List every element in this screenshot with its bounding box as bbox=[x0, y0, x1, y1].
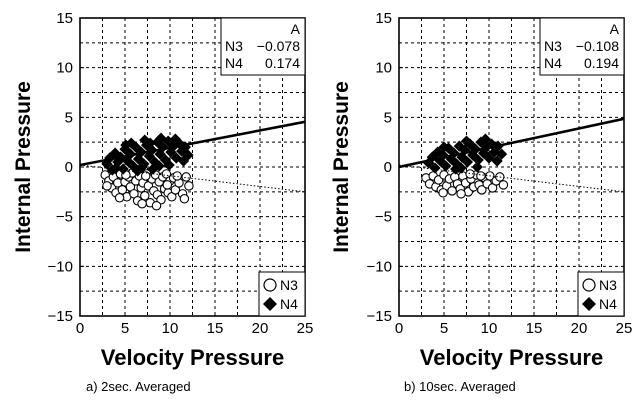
n3-point bbox=[162, 180, 173, 190]
n4-fit-line bbox=[80, 120, 305, 167]
annotation-series-name: N3 bbox=[225, 38, 243, 54]
x-tick-label: 5 bbox=[440, 320, 448, 337]
legend-n3-label: N3 bbox=[599, 277, 617, 293]
n4-point bbox=[110, 162, 122, 174]
n4-point bbox=[163, 159, 175, 171]
n3-point bbox=[456, 189, 466, 199]
n4-point bbox=[429, 162, 441, 174]
n4-point bbox=[438, 141, 450, 153]
x-tick-label: 20 bbox=[571, 320, 588, 337]
n4-point bbox=[461, 156, 474, 168]
n4-point bbox=[155, 132, 167, 144]
y-tick-label: −5 bbox=[375, 209, 392, 226]
y-tick-label: 0 bbox=[384, 159, 392, 176]
x-tick-label: 5 bbox=[121, 320, 129, 337]
n3-point bbox=[137, 199, 147, 209]
legend-n3-marker bbox=[263, 278, 277, 292]
legend-n4-label: N4 bbox=[599, 296, 617, 312]
legend-n3-label: N3 bbox=[280, 277, 298, 293]
y-tick-label: −10 bbox=[367, 258, 392, 275]
data-marks bbox=[80, 120, 305, 211]
n4-point bbox=[483, 152, 495, 164]
y-tick-label: 15 bbox=[56, 10, 73, 27]
annotation-header: A bbox=[291, 21, 301, 37]
panel-caption: a) 2sec. Averaged bbox=[86, 379, 191, 394]
n3-point bbox=[476, 171, 486, 181]
y-axis-label: Internal Pressure bbox=[12, 81, 35, 253]
y-tick-label: −5 bbox=[56, 209, 73, 226]
y-tick-label: 15 bbox=[375, 10, 392, 27]
legend-n4-label: N4 bbox=[280, 296, 298, 312]
x-tick-label: 20 bbox=[252, 320, 269, 337]
y-tick-label: 0 bbox=[65, 159, 73, 176]
annotation-value: −0.078 bbox=[257, 38, 300, 54]
n4-point bbox=[491, 155, 503, 167]
n3-point bbox=[140, 171, 151, 181]
n4-point bbox=[125, 137, 137, 149]
x-tick-label: 25 bbox=[297, 320, 314, 337]
n3-point bbox=[151, 200, 162, 211]
n4-point bbox=[479, 133, 492, 145]
legend-n4-marker bbox=[582, 297, 596, 311]
x-tick-label: 25 bbox=[616, 320, 632, 337]
annotation-series-name: N3 bbox=[544, 38, 562, 54]
y-axis-label: Internal Pressure bbox=[330, 81, 353, 253]
chart-panel-b: 0 5 10 15 20 25 15 10 5 0 −5 −10 −15 Velocity Pressur… bbox=[330, 10, 632, 394]
n3-point bbox=[114, 193, 125, 203]
n4-point bbox=[440, 160, 452, 172]
n4-point bbox=[153, 160, 165, 172]
legend-n4-marker bbox=[263, 297, 277, 311]
x-tick-label: 15 bbox=[207, 320, 224, 337]
annotation-box bbox=[539, 17, 625, 76]
annotation-box bbox=[220, 17, 306, 76]
n3-point bbox=[172, 171, 182, 181]
data-marks bbox=[399, 117, 624, 199]
y-tick-label: −15 bbox=[367, 308, 392, 325]
annotation-value: −0.108 bbox=[576, 38, 619, 54]
y-tick-label: 10 bbox=[375, 60, 392, 77]
n3-fit-line bbox=[399, 164, 624, 193]
n3-point bbox=[465, 169, 475, 179]
n3-point bbox=[438, 188, 448, 198]
x-axis-label: Velocity Pressure bbox=[101, 345, 284, 370]
n4-point bbox=[471, 161, 483, 173]
x-tick-label: 15 bbox=[526, 320, 543, 337]
annotation-value: 0.194 bbox=[584, 55, 619, 71]
n3-point bbox=[477, 185, 487, 195]
y-tick-label: −10 bbox=[48, 258, 73, 275]
n3-point bbox=[184, 181, 194, 191]
n3-point bbox=[179, 194, 190, 204]
n3-fit-line bbox=[80, 164, 305, 193]
n4-point bbox=[177, 155, 190, 167]
n4-point bbox=[136, 161, 148, 173]
n3-point bbox=[181, 172, 191, 182]
x-tick-label: 0 bbox=[76, 320, 84, 337]
x-tick-label: 10 bbox=[162, 320, 179, 337]
y-tick-label: 5 bbox=[384, 109, 392, 126]
x-tick-label: 10 bbox=[481, 320, 498, 337]
annotation-series-name: N4 bbox=[544, 55, 562, 71]
annotation-series-name: N4 bbox=[225, 55, 243, 71]
chart-panel-a: 0 5 10 15 20 25 15 10 5 0 −5 −10 −15 Velocity Pressur… bbox=[12, 10, 313, 394]
legend-n3-marker bbox=[582, 278, 596, 292]
x-axis-label: Velocity Pressure bbox=[420, 345, 603, 370]
x-tick-label: 0 bbox=[395, 320, 403, 337]
n4-point bbox=[460, 135, 473, 147]
n3-point bbox=[498, 180, 509, 190]
y-tick-label: 5 bbox=[65, 109, 73, 126]
annotation-header: A bbox=[610, 21, 620, 37]
panel-caption: b) 10sec. Averaged bbox=[404, 379, 516, 394]
n4-point bbox=[455, 162, 467, 174]
n3-point bbox=[102, 181, 112, 191]
n4-point bbox=[144, 137, 156, 149]
y-tick-label: −15 bbox=[48, 308, 73, 325]
n4-point bbox=[495, 148, 508, 160]
n4-fit-line bbox=[399, 117, 624, 169]
n4-point bbox=[169, 133, 182, 145]
y-tick-label: 10 bbox=[56, 60, 73, 77]
annotation-value: 0.174 bbox=[265, 55, 300, 71]
